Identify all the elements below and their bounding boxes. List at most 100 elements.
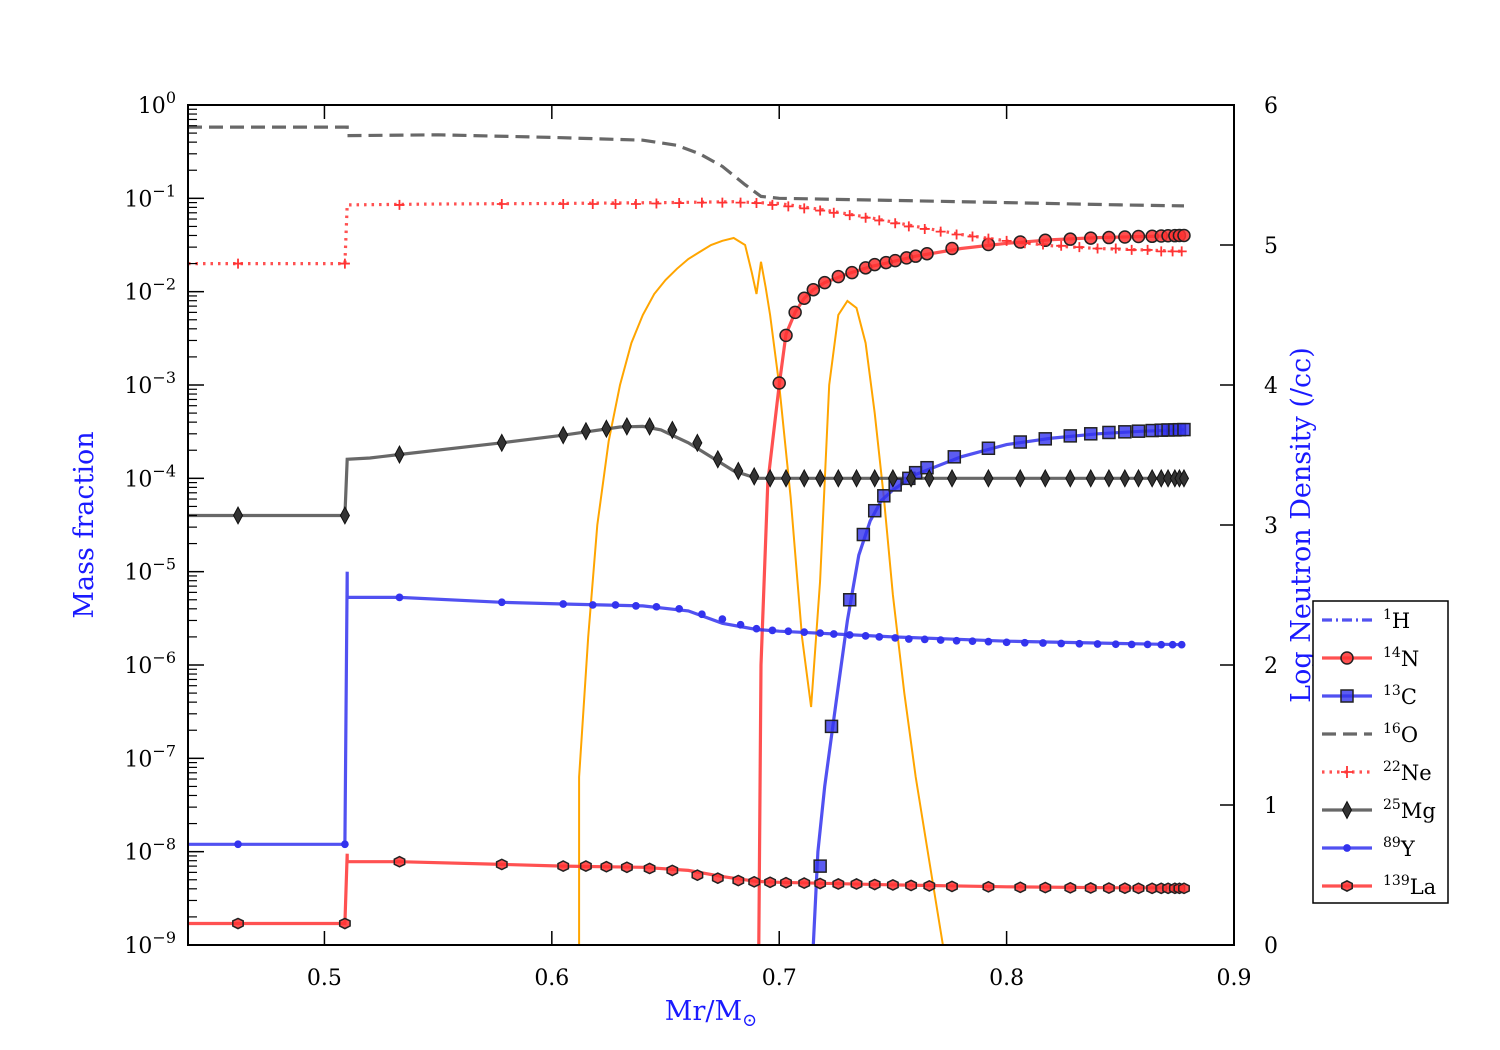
- marker-89Y: [920, 635, 929, 644]
- legend-marker-25Mg: [1341, 800, 1353, 820]
- marker-13C: [1083, 427, 1098, 441]
- marker-14N: [772, 376, 786, 390]
- series-line-139La: [188, 853, 1184, 926]
- marker-22Ne: [394, 199, 405, 210]
- marker-22Ne: [496, 198, 507, 209]
- marker-22Ne: [1074, 242, 1085, 253]
- marker-89Y: [1075, 639, 1084, 648]
- legend-marker-14N: [1340, 651, 1354, 665]
- y2-tick-label: 6: [1264, 94, 1278, 119]
- marker-14N: [1063, 232, 1078, 246]
- legend-label-25Mg: 25Mg: [1383, 797, 1436, 823]
- marker-25Mg: [815, 468, 826, 488]
- marker-22Ne: [1092, 243, 1103, 254]
- marker-layer: [232, 197, 1191, 930]
- marker-22Ne: [799, 203, 810, 214]
- marker-22Ne: [1142, 244, 1153, 255]
- marker-89Y: [341, 840, 349, 849]
- x-tick-label: 0.5: [307, 966, 342, 991]
- y-axis-title: Mass fraction: [69, 431, 100, 618]
- y-tick-label: 10−1: [124, 181, 176, 212]
- marker-22Ne: [860, 212, 871, 223]
- y-tick-label: 10−9: [124, 928, 176, 959]
- legend-marker-13C: [1340, 689, 1354, 703]
- y2-tick-label: 3: [1264, 514, 1278, 539]
- marker-13C: [877, 489, 891, 503]
- marker-13C: [920, 460, 934, 475]
- marker-139La: [748, 875, 761, 888]
- marker-139La: [579, 860, 592, 873]
- marker-25Mg: [906, 468, 917, 488]
- legend-label-13C: 13C: [1383, 683, 1417, 709]
- marker-139La: [666, 864, 679, 877]
- marker-89Y: [1002, 638, 1011, 647]
- legend-label-1H: 1H: [1383, 607, 1410, 633]
- marker-22Ne: [1126, 244, 1137, 255]
- marker-89Y: [675, 604, 684, 613]
- marker-14N: [788, 305, 802, 320]
- marker-89Y: [1039, 639, 1047, 647]
- marker-89Y: [904, 635, 913, 643]
- marker-25Mg: [1162, 468, 1174, 488]
- y-tick-label: 10−7: [124, 741, 176, 772]
- marker-13C: [1131, 424, 1146, 438]
- marker-25Mg: [749, 466, 760, 486]
- marker-25Mg: [558, 425, 569, 445]
- marker-22Ne: [339, 258, 350, 269]
- marker-139La: [557, 860, 570, 873]
- marker-22Ne: [751, 198, 762, 209]
- marker-139La: [732, 874, 745, 887]
- marker-22Ne: [651, 198, 662, 209]
- marker-22Ne: [696, 197, 707, 208]
- y-tick-label: 100: [138, 88, 176, 119]
- marker-139La: [620, 861, 633, 874]
- marker-25Mg: [851, 468, 862, 488]
- legend-label-16O: 16O: [1383, 721, 1418, 747]
- marker-89Y: [588, 601, 597, 609]
- marker-22Ne: [558, 198, 569, 209]
- marker-139La: [691, 869, 704, 882]
- marker-14N: [908, 249, 923, 263]
- marker-25Mg: [1103, 468, 1115, 488]
- marker-89Y: [1111, 640, 1120, 649]
- marker-139La: [1118, 882, 1131, 895]
- marker-139La: [982, 880, 995, 893]
- y-tick-label: 10−3: [124, 368, 176, 399]
- marker-25Mg: [394, 445, 405, 464]
- y-tick-label: 10−6: [124, 648, 176, 679]
- x-tick-label: 0.6: [534, 966, 569, 991]
- marker-25Mg: [983, 468, 994, 488]
- markers-139La: [232, 855, 1190, 930]
- marker-22Ne: [815, 205, 826, 216]
- marker-89Y: [1168, 640, 1177, 649]
- marker-89Y: [800, 628, 809, 636]
- marker-139La: [868, 878, 881, 891]
- x-tick-label: 0.8: [989, 966, 1024, 991]
- marker-89Y: [936, 636, 945, 644]
- marker-25Mg: [1133, 468, 1144, 488]
- marker-25Mg: [869, 468, 880, 488]
- marker-89Y: [1093, 640, 1102, 648]
- marker-139La: [232, 917, 244, 930]
- marker-14N: [1118, 230, 1132, 244]
- series-line-14N: [757, 233, 1185, 945]
- marker-13C: [1038, 432, 1053, 446]
- marker-89Y: [234, 840, 242, 849]
- neutron-density-layer: [578, 236, 944, 945]
- marker-13C: [1063, 429, 1078, 443]
- marker-25Mg: [1085, 468, 1096, 488]
- marker-139La: [600, 860, 613, 873]
- legend-frame: [1312, 600, 1449, 904]
- marker-25Mg: [644, 416, 655, 436]
- legend-label-89Y: 89Y: [1383, 835, 1416, 861]
- marker-14N: [817, 275, 832, 290]
- y2-axis-title: Log Neutron Density (/cc): [1286, 347, 1317, 703]
- marker-89Y: [752, 624, 761, 633]
- marker-139La: [393, 855, 406, 868]
- marker-25Mg: [1040, 468, 1051, 488]
- marker-139La: [1014, 881, 1027, 894]
- marker-89Y: [1020, 638, 1029, 647]
- marker-139La: [814, 877, 827, 890]
- marker-89Y: [395, 593, 404, 602]
